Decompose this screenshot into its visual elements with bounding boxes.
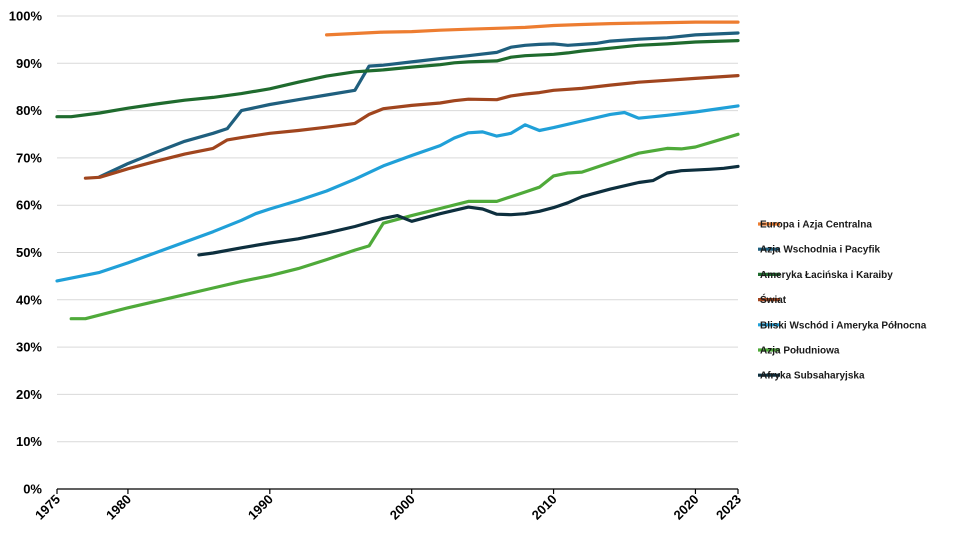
x-tick-label: 2020 (671, 492, 702, 523)
legend: Europa i Azja Centralna Azja Wschodnia i … (758, 220, 927, 382)
legend-label: Ameryka Łacińska i Karaiby (760, 270, 893, 281)
series-line-5 (55, 104, 740, 283)
legend-label: Azja Wschodnia i Pacyfik (760, 245, 880, 256)
x-tick-label: 1990 (245, 492, 276, 523)
series-lines (55, 20, 740, 321)
y-tick-label: 0% (23, 482, 42, 497)
legend-label: Świat (760, 293, 787, 306)
y-tick-label: 70% (16, 150, 42, 165)
y-tick-labels: 0% 10% 20% 30% 40% 50% 60% 70% 80% 90% 100% (9, 9, 43, 497)
series-line-6 (69, 132, 740, 321)
series-line-2 (97, 31, 740, 179)
series-line-3 (55, 38, 740, 119)
y-tick-label: 60% (16, 198, 42, 213)
x-tick-label: 2023 (713, 492, 744, 523)
y-tick-label: 90% (16, 56, 42, 71)
x-tick-label: 2000 (387, 492, 418, 523)
x-tick-label: 1980 (103, 492, 134, 523)
y-tick-label: 30% (16, 340, 42, 355)
legend-label: Azja Południowa (760, 346, 840, 357)
legend-item: Świat (758, 293, 787, 306)
gridlines (57, 15, 738, 443)
series-line-1 (325, 20, 740, 37)
x-tick-label: 2010 (529, 492, 560, 523)
y-tick-label: 100% (9, 9, 43, 24)
legend-item: Europa i Azja Centralna (758, 220, 872, 231)
y-tick-label: 80% (16, 103, 42, 118)
y-tick-label: 20% (16, 387, 42, 402)
legend-label: Bliski Wschód i Ameryka Północna (760, 320, 927, 331)
legend-item: Azja Wschodnia i Pacyfik (758, 245, 880, 256)
legend-item: Azja Południowa (758, 346, 840, 357)
legend-label: Afryka Subsaharyjska (760, 371, 865, 382)
y-tick-label: 10% (16, 434, 42, 449)
legend-item: Bliski Wschód i Ameryka Północna (758, 320, 927, 331)
series-line-7 (197, 164, 740, 257)
y-tick-label: 40% (16, 292, 42, 307)
x-tick-labels: 1975 1980 1990 2000 2010 2020 2023 (32, 492, 744, 523)
axes (56, 488, 739, 494)
legend-label: Europa i Azja Centralna (760, 220, 872, 231)
legend-item: Afryka Subsaharyjska (758, 371, 865, 382)
y-tick-label: 50% (16, 245, 42, 260)
series-line-4 (83, 73, 740, 180)
legend-item: Ameryka Łacińska i Karaiby (758, 270, 893, 281)
